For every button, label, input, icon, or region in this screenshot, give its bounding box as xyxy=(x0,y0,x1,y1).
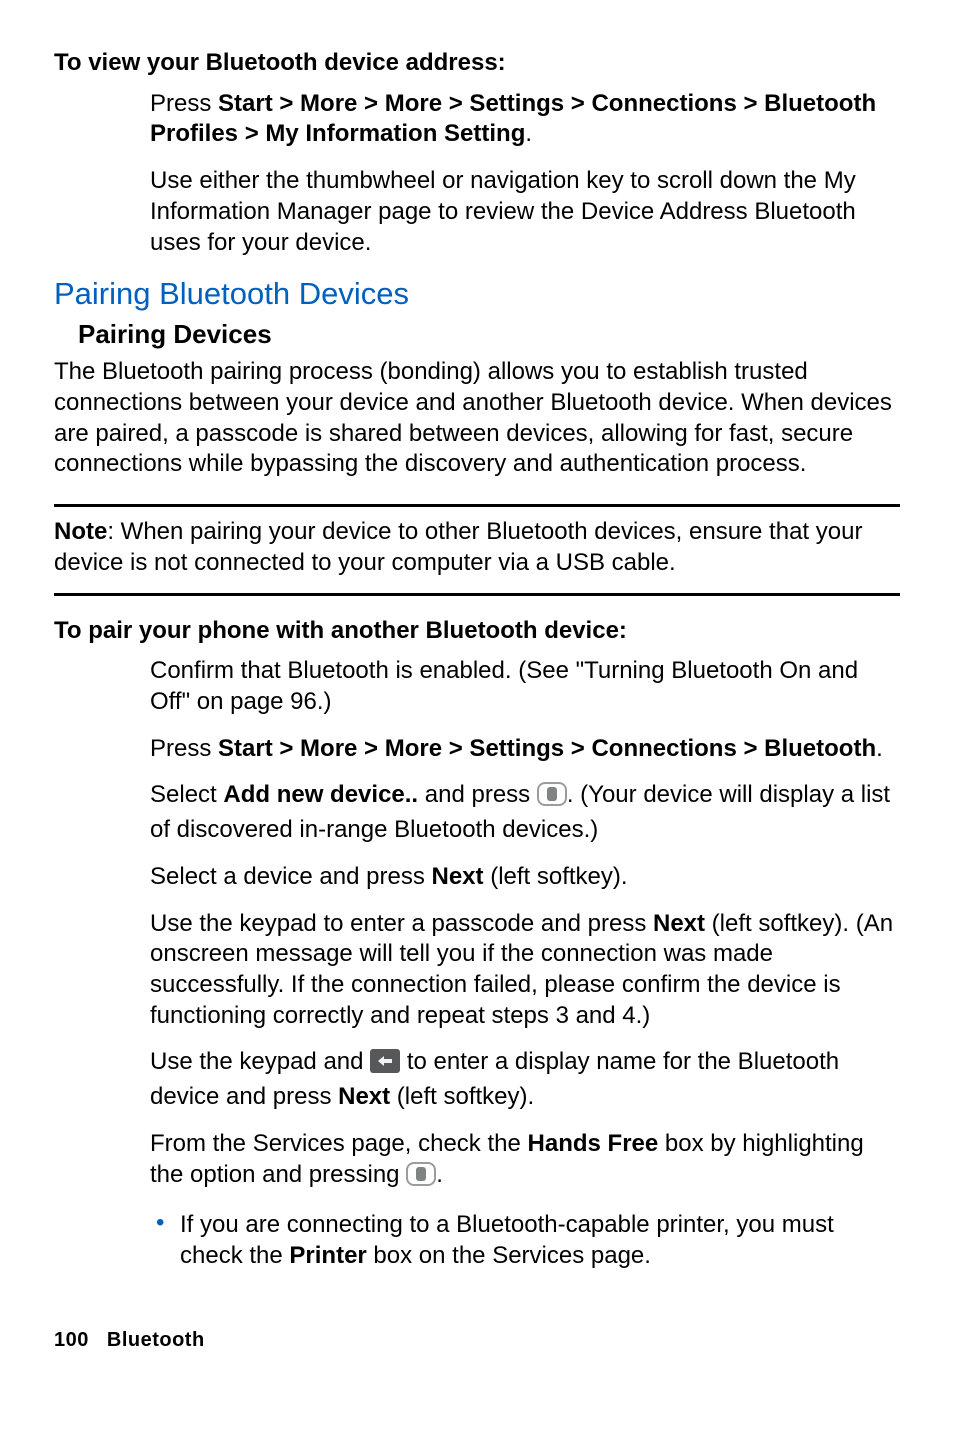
label-hands-free: Hands Free xyxy=(528,1130,659,1157)
step-4: Select a device and press Next (left sof… xyxy=(150,862,900,893)
section-title-pairing: Pairing Bluetooth Devices xyxy=(54,274,900,314)
step-s1-2: Use either the thumbwheel or navigation … xyxy=(150,166,900,258)
bullet-printer: If you are connecting to a Bluetooth-cap… xyxy=(180,1210,900,1271)
sub-title-pairing-devices: Pairing Devices xyxy=(78,318,900,351)
menu-path: Start > More > More > Settings > Connect… xyxy=(150,90,876,148)
text: . xyxy=(876,735,883,762)
heading-pair-phone: To pair your phone with another Bluetoot… xyxy=(54,616,900,647)
label-next: Next xyxy=(338,1083,390,1110)
note-label: Note xyxy=(54,518,107,545)
text: Select xyxy=(150,781,223,808)
step-3: Select Add new device.. and press . (You… xyxy=(150,780,900,845)
text: Use the keypad to enter a passcode and p… xyxy=(150,910,653,937)
label-next: Next xyxy=(432,863,484,890)
note-box: Note: When pairing your device to other … xyxy=(54,504,900,595)
text: box on the Services page. xyxy=(367,1242,651,1269)
page-footer: 100 Bluetooth xyxy=(54,1328,900,1354)
label-printer: Printer xyxy=(289,1242,366,1269)
text: (left softkey). xyxy=(484,863,628,890)
step-7: From the Services page, check the Hands … xyxy=(150,1129,900,1194)
select-key-icon xyxy=(537,782,567,815)
step-2: Press Start > More > More > Settings > C… xyxy=(150,734,900,765)
page-number: 100 xyxy=(54,1329,89,1351)
text: From the Services page, check the xyxy=(150,1130,528,1157)
text: . xyxy=(436,1161,443,1188)
label-next: Next xyxy=(653,910,705,937)
step-s1-1: Press Start > More > More > Settings > C… xyxy=(150,89,900,150)
step-5: Use the keypad to enter a passcode and p… xyxy=(150,909,900,1032)
note-text: : When pairing your device to other Blue… xyxy=(54,518,862,576)
intro-paragraph: The Bluetooth pairing process (bonding) … xyxy=(54,357,900,480)
text: Press xyxy=(150,735,218,762)
heading-view-bt-address: To view your Bluetooth device address: xyxy=(54,48,900,79)
step-6: Use the keypad and to enter a display na… xyxy=(150,1047,900,1112)
back-key-icon xyxy=(370,1049,400,1082)
text: Use the keypad and xyxy=(150,1048,370,1075)
text: Select a device and press xyxy=(150,863,432,890)
menu-path: Start > More > More > Settings > Connect… xyxy=(218,735,876,762)
footer-label: Bluetooth xyxy=(107,1329,205,1351)
text: and press xyxy=(418,781,537,808)
text: . xyxy=(525,120,532,147)
text: (left softkey). xyxy=(390,1083,534,1110)
select-key-icon xyxy=(406,1162,436,1195)
text: Press xyxy=(150,90,218,117)
label-add-new-device: Add new device.. xyxy=(223,781,418,808)
step-1: Confirm that Bluetooth is enabled. (See … xyxy=(150,656,900,717)
